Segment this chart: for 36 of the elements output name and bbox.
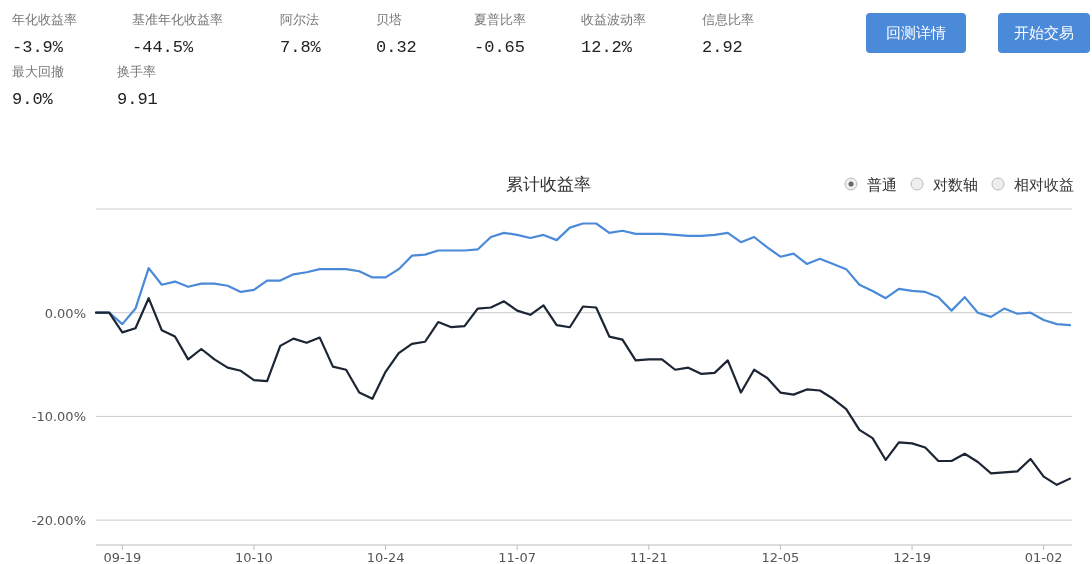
- button: 回测详情: [866, 13, 966, 53]
- text: 0.32: [376, 38, 417, 57]
- category-label: 夏普比率: [474, 12, 526, 27]
- category-label: 最大回撤: [12, 64, 64, 79]
- x-tick-label: 09-19: [103, 550, 142, 564]
- text: 9.0%: [12, 90, 53, 109]
- x-tick-label: 10-10: [235, 550, 273, 564]
- text: 9.91: [117, 90, 158, 109]
- y-tick-label: -10.00%: [31, 409, 86, 425]
- x-tick-label: 11-21: [629, 550, 668, 564]
- x-tick-label: 10-24: [366, 550, 405, 564]
- chart-title: 累计收益率: [505, 174, 591, 194]
- radio: 普通: [844, 176, 897, 194]
- x-tick-label: 01-02: [1024, 550, 1063, 564]
- line-series: [94, 297, 1072, 486]
- category-label: 阿尔法: [280, 12, 319, 27]
- button: 开始交易: [998, 13, 1090, 53]
- category-label: 信息比率: [702, 12, 754, 27]
- category-label: 贝塔: [376, 12, 402, 27]
- category-label: 年化收益率: [12, 12, 77, 27]
- radio: 相对收益: [991, 176, 1074, 194]
- x-tick-label: 12-05: [761, 550, 800, 564]
- y-tick-label: 0.00%: [44, 305, 86, 321]
- category-label: 换手率: [117, 64, 156, 79]
- text: -3.9%: [12, 38, 64, 57]
- y-tick-label: -20.00%: [31, 513, 86, 529]
- category-label: 收益波动率: [581, 12, 646, 27]
- radio: 对数轴: [910, 176, 978, 194]
- text: 7.8%: [280, 38, 321, 57]
- text: -44.5%: [132, 38, 194, 57]
- x-tick-label: 11-07: [498, 550, 537, 564]
- text: 2.92: [702, 38, 743, 57]
- text: -0.65: [474, 38, 526, 57]
- text: 12.2%: [581, 38, 633, 57]
- x-tick-label: 12-19: [893, 550, 931, 564]
- category-label: 基准年化收益率: [132, 12, 223, 27]
